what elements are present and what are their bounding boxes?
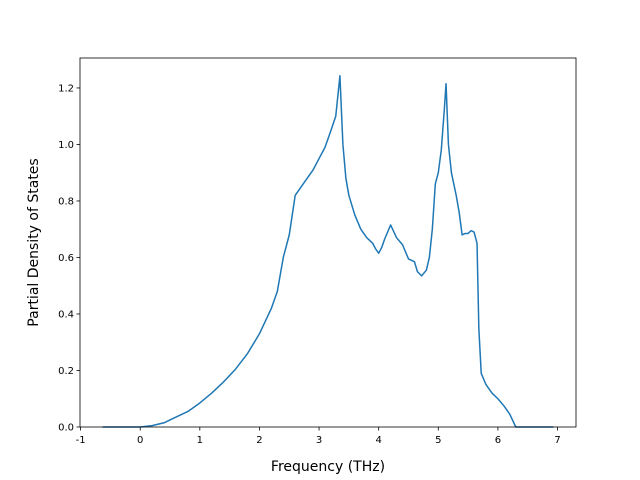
y-axis-label: Partial Density of States bbox=[26, 158, 42, 326]
x-tick-label: 3 bbox=[316, 435, 322, 446]
y-tick-label: 1.0 bbox=[58, 140, 74, 151]
y-tick-label: 0.2 bbox=[58, 366, 74, 377]
x-tick-label: 1 bbox=[197, 435, 203, 446]
x-tick-label: -1 bbox=[76, 435, 86, 446]
y-tick-label: 0.4 bbox=[58, 309, 74, 320]
x-tick-label: 2 bbox=[256, 435, 262, 446]
x-axis-label: Frequency (THz) bbox=[271, 459, 385, 475]
y-tick-label: 0.0 bbox=[58, 423, 74, 434]
y-tick-label: 0.6 bbox=[58, 253, 74, 264]
data-line bbox=[102, 75, 554, 428]
x-tick-label: 4 bbox=[375, 435, 381, 446]
x-tick-label: 7 bbox=[554, 435, 560, 446]
x-tick-label: 6 bbox=[495, 435, 501, 446]
x-tick-label: 0 bbox=[137, 435, 143, 446]
y-tick-label: 0.8 bbox=[58, 196, 74, 207]
x-tick-label: 5 bbox=[435, 435, 441, 446]
y-tick-label: 1.2 bbox=[58, 83, 74, 94]
axes-frame bbox=[79, 57, 577, 428]
